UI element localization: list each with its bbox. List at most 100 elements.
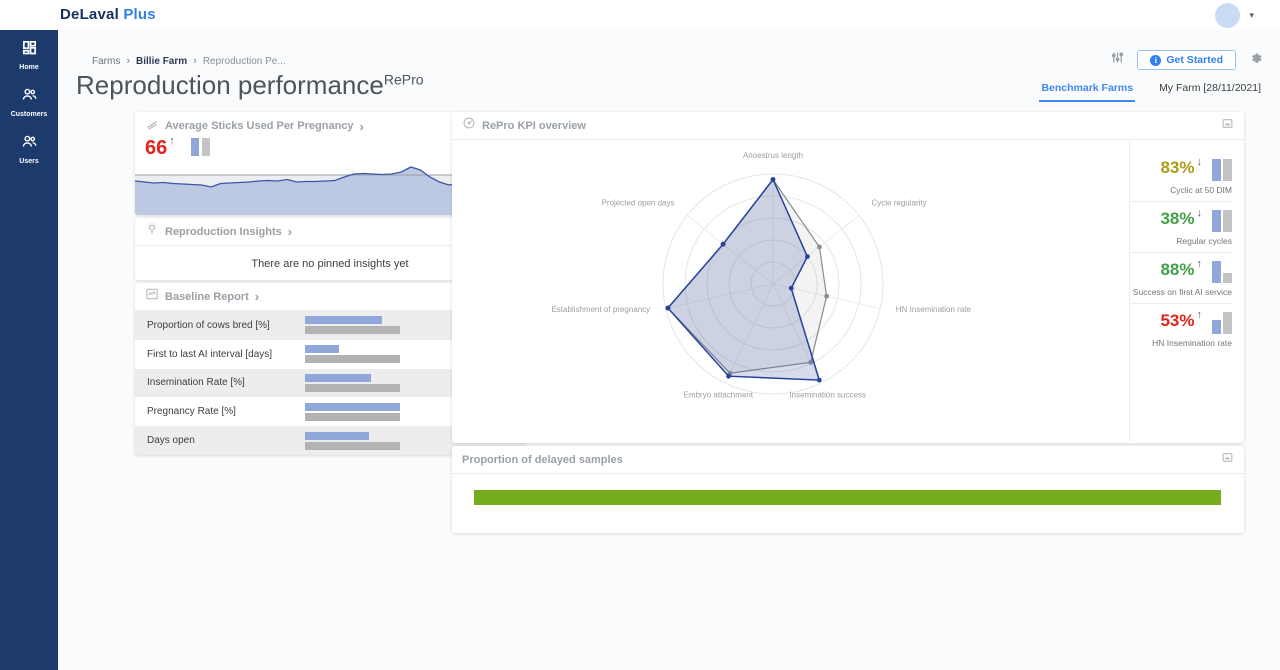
avatar[interactable] (1215, 3, 1240, 28)
svg-text:HN Insemination rate: HN Insemination rate (896, 305, 972, 314)
header-controls: i Get Started (1110, 50, 1263, 70)
trend-up-arrow: ↑ (169, 135, 175, 147)
breadcrumb: Farms › Billie Farm › Reproduction Pe... (92, 55, 286, 67)
row-label: Proportion of cows bred [%] (147, 319, 270, 331)
kpi-value: 88% (1160, 260, 1195, 279)
farm-bar (1212, 159, 1221, 181)
chevron-right-icon: › (193, 55, 197, 67)
radar-chart-area: Anoestrus length Cycle regularity HN Insem… (452, 141, 1129, 441)
card-title: Reproduction Insights (165, 225, 282, 238)
farm-vs-benchmark-bars (1212, 261, 1232, 283)
trend-arrow: ↓ (1196, 156, 1203, 168)
repro-kpi-radar-chart: Anoestrus length Cycle regularity HN Insem… (551, 151, 972, 400)
delaval-plus-logo: DeLaval Plus (60, 6, 156, 23)
tab-benchmark-farms[interactable]: Benchmark Farms (1039, 78, 1136, 102)
row-bars (305, 402, 437, 421)
breadcrumb-current: Reproduction Pe... (202, 55, 286, 67)
people-icon (21, 86, 38, 108)
kpi-label: Cyclic at 50 DIM (1170, 185, 1232, 195)
farm-vs-benchmark-bars (1212, 159, 1232, 181)
benchmark-bar (1223, 159, 1232, 181)
metric-value: 66 (145, 137, 168, 159)
trend-arrow: ↑ (1196, 309, 1203, 321)
page-title: Reproduction performanceRePro (76, 70, 424, 101)
kpi-entry-regular-cycles[interactable]: 38% ↓ Regular cycles (1130, 201, 1232, 252)
sidebar-item-label: Customers (10, 111, 48, 118)
row-label: Insemination Rate [%] (147, 377, 245, 389)
farm-bar (305, 431, 369, 440)
insights-header: Reproduction Insights › (135, 218, 525, 246)
top-bar: DeLaval Plus ▾ (0, 0, 1280, 30)
delayed-samples-bar (474, 490, 1221, 505)
page-title-text: Reproduction performance (76, 70, 384, 100)
row-bars (305, 316, 437, 335)
farm-bar (305, 316, 382, 325)
benchmark-bar (1223, 273, 1232, 283)
people-icon (21, 133, 38, 155)
benchmark-bar (305, 412, 400, 421)
svg-text:Cycle regularity: Cycle regularity (872, 198, 927, 207)
benchmark-bar (305, 355, 400, 364)
sidebar-item-label: Home (19, 64, 39, 71)
kpi-value: 53% (1160, 311, 1195, 330)
farm-bar (190, 138, 199, 156)
filter-icon[interactable] (1110, 50, 1125, 70)
card-title: Proportion of delayed samples (462, 453, 623, 466)
gauge-icon (462, 116, 476, 135)
card-title: Baseline Report (165, 290, 249, 303)
info-icon: i (1150, 54, 1162, 66)
trend-arrow: ↓ (1196, 207, 1203, 219)
home-grid-icon (21, 39, 38, 61)
get-started-button[interactable]: i Get Started (1137, 50, 1236, 70)
trend-arrow: ↑ (1196, 258, 1203, 270)
kpi-summary-panel: 83% ↓ Cyclic at 50 DIM 38% ↓ (1129, 141, 1244, 441)
kpi-entry-success-first-ai[interactable]: 88% ↑ Success on first AI service (1130, 252, 1232, 303)
chevron-right-icon[interactable]: › (287, 224, 293, 239)
line-chart-icon (145, 287, 159, 306)
sidebar-item-users[interactable]: Users (0, 124, 58, 171)
row-label: First to last AI interval [days] (147, 348, 273, 360)
benchmark-bar (305, 326, 400, 335)
breadcrumb-farms[interactable]: Farms (92, 55, 121, 67)
main-content: Farms › Billie Farm › Reproduction Pe...… (58, 30, 1280, 670)
pin-panel-icon[interactable] (1221, 117, 1234, 135)
pin-panel-icon[interactable] (1221, 451, 1234, 469)
svg-text:Embryo attachment: Embryo attachment (684, 391, 754, 400)
kpi-label: Success on first AI service (1132, 287, 1232, 297)
sidebar-item-customers[interactable]: Customers (0, 77, 58, 124)
logo-accent: Plus (123, 6, 156, 23)
lightbulb-icon (145, 222, 159, 241)
farm-bar (305, 402, 400, 411)
row-label: Days open (147, 435, 195, 447)
chevron-right-icon[interactable]: › (254, 289, 260, 304)
svg-text:Establishment of pregnancy: Establishment of pregnancy (551, 305, 650, 314)
chevron-down-icon[interactable]: ▾ (1249, 10, 1254, 20)
kpi-value: 83% (1160, 158, 1195, 177)
svg-text:Insemination success: Insemination success (789, 391, 865, 400)
kpi-entry-hn-insemination-rate[interactable]: 53% ↑ HN Insemination rate (1130, 303, 1232, 354)
sidebar-item-home[interactable]: Home (0, 30, 58, 77)
farm-bar (1212, 320, 1221, 334)
benchmark-bar (1223, 312, 1232, 334)
farm-vs-benchmark-bars (190, 138, 210, 156)
benchmark-bar (305, 441, 400, 450)
farm-vs-benchmark-bars (1212, 312, 1232, 334)
view-tabs: Benchmark Farms My Farm [28/11/2021] (1039, 78, 1263, 102)
kpi-label: HN Insemination rate (1152, 338, 1232, 348)
benchmark-bar (305, 383, 400, 392)
kpi-entry-cyclic-at-50-dim[interactable]: 83% ↓ Cyclic at 50 DIM (1130, 151, 1232, 201)
farm-bar (1212, 210, 1221, 232)
tab-my-farm[interactable]: My Farm [28/11/2021] (1159, 82, 1261, 94)
delayed-samples-card: Proportion of delayed samples (452, 446, 1244, 533)
farm-bar (305, 345, 339, 354)
farm-bar (1212, 261, 1221, 283)
repro-kpi-overview-card: RePro KPI overview Anoestrus length Cycle… (452, 112, 1244, 443)
row-bars (305, 431, 437, 450)
gear-icon[interactable] (1248, 50, 1263, 70)
sticks-icon (145, 117, 159, 136)
kpi-label: Regular cycles (1176, 236, 1232, 246)
svg-text:Projected open days: Projected open days (602, 198, 675, 207)
breadcrumb-billie-farm[interactable]: Billie Farm (136, 55, 188, 67)
chevron-right-icon[interactable]: › (359, 118, 364, 134)
chevron-right-icon: › (126, 55, 131, 67)
